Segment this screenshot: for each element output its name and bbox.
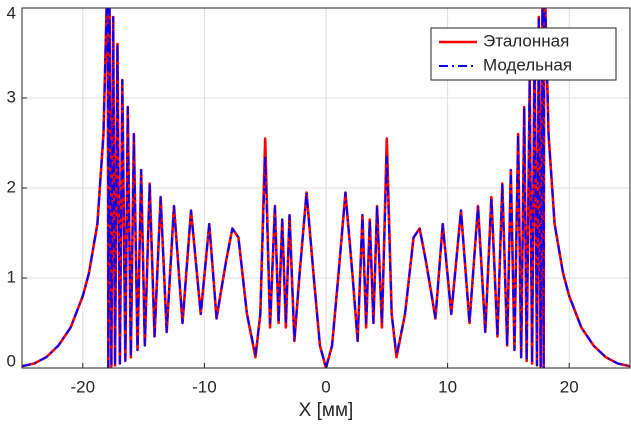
x-tick-label: -10 [192,377,217,396]
lines [22,8,630,368]
y-tick-label: 2 [7,177,16,196]
legend: Эталонная Модельная [430,27,617,81]
y-tick-label: 0 [7,351,16,370]
legend-box [430,27,617,81]
series-line [22,8,630,368]
x-tick-label: -20 [71,377,96,396]
x-axis-label: X [мм] [299,400,354,421]
y-tick-label: 4 [7,3,16,22]
x-tick-label: 10 [438,377,457,396]
legend-label: Эталонная [483,31,569,50]
x-tick-label: 20 [560,377,579,396]
y-tick-label: 3 [7,87,16,106]
x-tick-label: 0 [321,377,330,396]
legend-label: Модельная [483,55,572,74]
y-tick-label: 1 [7,267,16,286]
ticks: -20 -10 0 10 20 0 1 2 3 4 [7,3,579,396]
